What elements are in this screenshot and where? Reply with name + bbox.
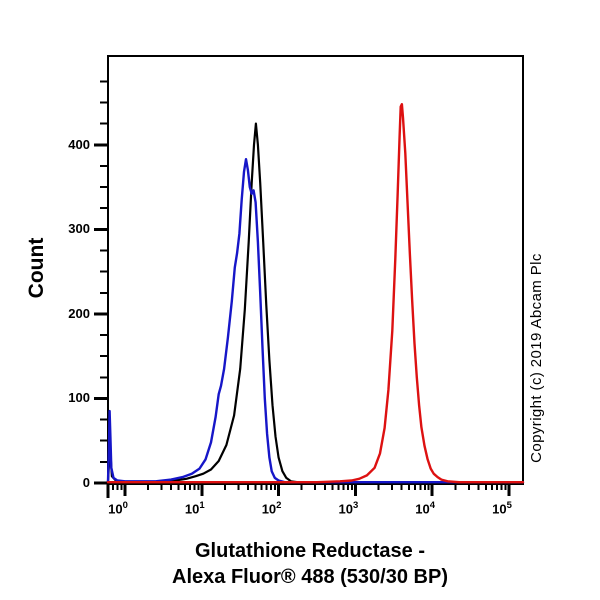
x-tick-label-10e1: 101 (184, 500, 205, 517)
x-tick-label-10e0: 100 (108, 500, 128, 517)
plot-frame (106, 54, 525, 485)
x-tick-label-10e4: 104 (415, 500, 436, 517)
chart-title-line-2: Alexa Fluor® 488 (530/30 BP) (172, 566, 448, 588)
copyright-text: Copyright (c) 2019 Abcam Plc (528, 253, 545, 463)
y-axis-title: Count (25, 237, 48, 299)
y-tick-label-400: 400 (68, 136, 90, 152)
histogram-curve-black (106, 122, 525, 484)
x-tick-label-10e2: 102 (261, 500, 282, 517)
histogram-curve-blue (106, 158, 525, 484)
y-tick-label-300: 300 (68, 221, 90, 237)
chart-title-line-1: Glutathione Reductase - (194, 540, 426, 562)
y-tick-label-0: 0 (82, 475, 90, 490)
x-tick-label-10e3: 103 (338, 500, 359, 517)
chart-title: Glutathione Reductase - Alexa Fluor® 488… (20, 538, 600, 590)
y-tick-label-100: 100 (68, 390, 90, 406)
x-tick-label-10e5: 105 (492, 500, 512, 517)
histogram-curve-red (106, 103, 525, 484)
y-tick-label-200: 200 (68, 305, 90, 321)
